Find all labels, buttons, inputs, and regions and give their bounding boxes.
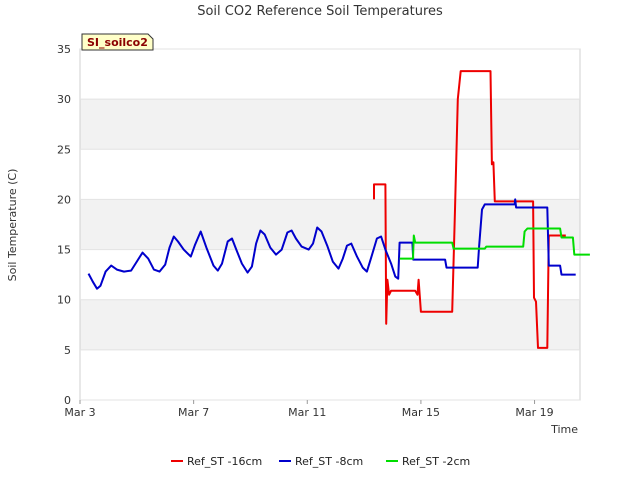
x-axis-label: Time <box>550 423 578 436</box>
plot-band <box>80 199 580 250</box>
y-tick-label: 25 <box>57 143 71 156</box>
y-tick-label: 30 <box>57 93 71 106</box>
plot-band <box>80 299 580 350</box>
x-tick-label: Mar 7 <box>178 406 209 419</box>
y-tick-label: 20 <box>57 193 71 206</box>
x-tick-label: Mar 19 <box>515 406 553 419</box>
plot-band <box>80 99 580 150</box>
chart-title: Soil CO2 Reference Soil Temperatures <box>197 4 443 19</box>
legend-label-ref-st-16cm: Ref_ST -16cm <box>187 455 262 468</box>
x-tick-label: Mar 3 <box>64 406 95 419</box>
site-badge-label: SI_soilco2 <box>87 36 148 49</box>
legend-label-ref-st-8cm: Ref_ST -8cm <box>295 455 363 468</box>
legend: Ref_ST -16cm Ref_ST -8cm Ref_ST -2cm <box>171 455 470 468</box>
legend-label-ref-st-2cm: Ref_ST -2cm <box>402 455 470 468</box>
site-badge-box <box>81 33 154 51</box>
y-tick-label: 5 <box>64 344 71 357</box>
y-tick-label: 10 <box>57 294 71 307</box>
site-badge: SI_soilco2 <box>81 33 154 51</box>
y-tick-label: 35 <box>57 43 71 56</box>
y-tick-label: 0 <box>64 394 71 407</box>
y-axis-label: Soil Temperature (C) <box>6 169 19 282</box>
series-line-ref-st-2cm <box>399 227 590 260</box>
y-axis-ticks: 0 5 10 15 20 25 30 35 <box>57 43 71 407</box>
x-tick-label: Mar 15 <box>402 406 440 419</box>
grid <box>80 48 580 401</box>
x-tick-label: Mar 11 <box>288 406 326 419</box>
plot-background <box>80 49 580 400</box>
series-line-ref-st-16cm <box>373 70 566 349</box>
y-tick-label: 15 <box>57 244 71 257</box>
x-axis-ticks: Mar 3 Mar 7 Mar 11 Mar 15 Mar 19 <box>64 400 554 419</box>
series-layer <box>87 70 590 349</box>
series-line-ref-st-8cm <box>87 198 576 290</box>
